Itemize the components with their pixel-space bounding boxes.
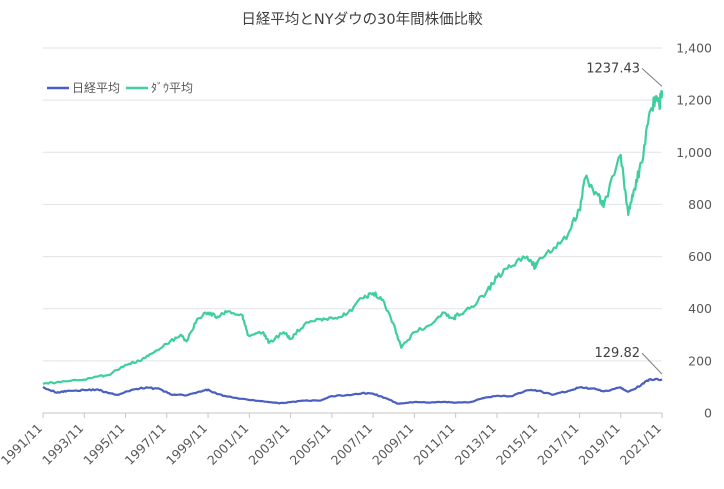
- callout-leader-nikkei: [641, 352, 663, 375]
- legend-label-nikkei: 日経平均: [72, 81, 120, 95]
- y-tick-label: 1,200: [676, 93, 712, 108]
- x-tick-label: 2003/11: [245, 421, 292, 468]
- y-tick-label: 1,000: [676, 145, 712, 160]
- y-tick-label: 1,400: [676, 41, 712, 56]
- x-tick-label: 1999/11: [163, 421, 210, 468]
- x-axis: 1991/111993/111995/111997/111999/112001/…: [0, 412, 664, 468]
- x-tick-label: 2009/11: [369, 421, 416, 468]
- callout-nikkei-last-value: 129.82: [595, 346, 641, 361]
- x-tick-label: 2007/11: [328, 421, 375, 468]
- legend: 日経平均 ﾀﾞｳ平均: [47, 81, 193, 95]
- y-tick-label: 400: [688, 301, 712, 316]
- callout-leader-dow: [641, 68, 663, 87]
- y-axis: 0 200 400 600 800 1,000 1,200 1,400: [676, 41, 712, 421]
- x-tick-label: 2011/11: [410, 421, 457, 468]
- x-tick-label: 2015/11: [493, 421, 540, 468]
- y-tick-label: 800: [688, 197, 712, 212]
- x-tick-label: 2001/11: [204, 421, 251, 468]
- x-tick-label: 1993/11: [39, 421, 86, 468]
- series-line-0: [42, 377, 663, 405]
- annotations: 1237.43 129.82: [586, 61, 663, 375]
- x-tick-label: 1995/11: [80, 421, 127, 468]
- x-tick-label: 1997/11: [122, 421, 169, 468]
- x-tick-label: 1991/11: [0, 421, 45, 468]
- x-tick-label: 2021/11: [617, 421, 664, 468]
- y-tick-label: 0: [704, 406, 712, 421]
- x-tick-label: 2019/11: [576, 421, 623, 468]
- legend-label-dow: ﾀﾞｳ平均: [151, 81, 193, 95]
- x-tick-label: 2013/11: [452, 421, 499, 468]
- y-tick-label: 200: [688, 353, 712, 368]
- x-tick-label: 2005/11: [287, 421, 334, 468]
- callout-dow-last-value: 1237.43: [586, 61, 640, 76]
- x-tick-label: 2017/11: [534, 421, 581, 468]
- chart-title: 日経平均とNYダウの30年間株価比較: [241, 10, 483, 28]
- y-tick-label: 600: [688, 249, 712, 264]
- series-layer: [42, 90, 664, 405]
- series-line-1: [42, 90, 664, 385]
